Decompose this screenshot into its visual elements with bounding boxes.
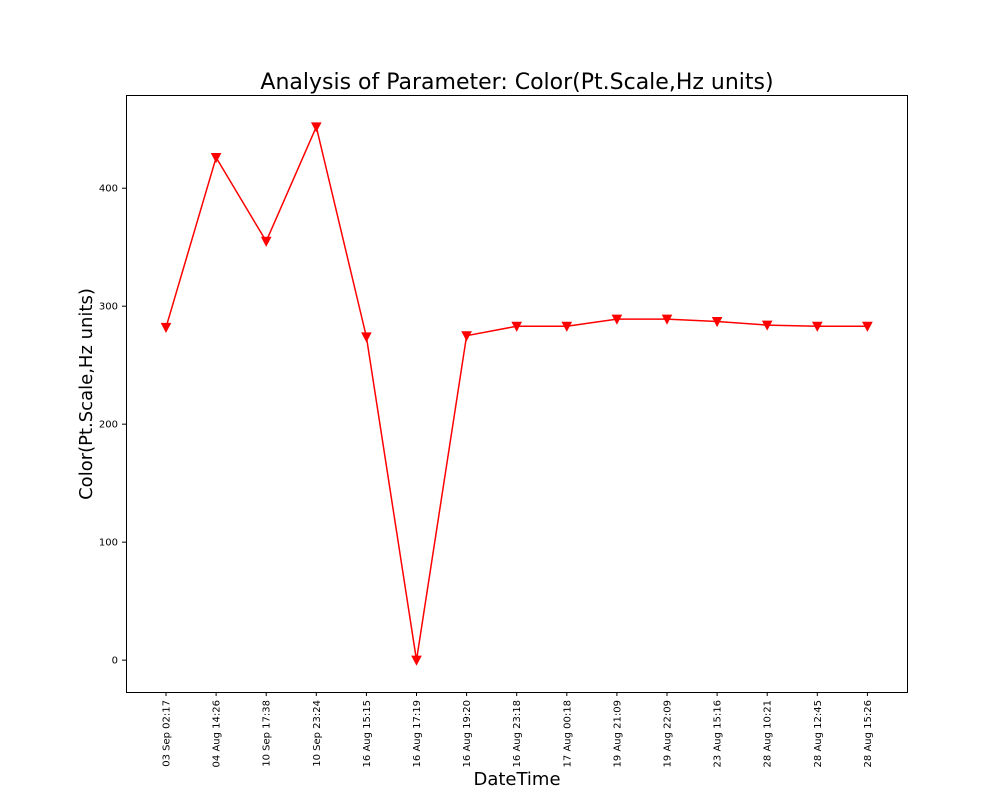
x-tick-label: 16 Aug 23:18: [512, 700, 523, 767]
x-tick-label: 28 Aug 15:26: [863, 700, 874, 767]
data-point-marker: [160, 322, 172, 333]
data-point-marker: [611, 314, 623, 325]
data-point-marker: [310, 122, 322, 133]
data-point-marker: [761, 320, 773, 331]
y-tick-label: 100: [99, 538, 118, 549]
x-tick-label: 28 Aug 12:45: [813, 700, 824, 767]
data-point-marker: [862, 321, 873, 332]
data-point-marker: [711, 317, 723, 328]
x-tick-label: 04 Aug 14:26: [212, 700, 223, 767]
x-tick-label: 16 Aug 19:20: [462, 700, 473, 767]
y-tick-label: 200: [99, 420, 118, 431]
data-point-marker: [411, 655, 422, 666]
x-tick-label: 19 Aug 21:09: [612, 700, 623, 767]
x-tick-label: 10 Sep 17:38: [262, 700, 273, 767]
y-tick-label: 0: [112, 656, 118, 667]
x-tick-label: 03 Sep 02:17: [162, 700, 173, 767]
data-point-marker: [561, 321, 573, 332]
x-tick-label: 28 Aug 10:21: [763, 700, 774, 767]
data-point-marker: [511, 321, 523, 332]
x-tick-label: 10 Sep 23:24: [312, 700, 323, 767]
axes-frame: [126, 95, 908, 693]
x-tick-label: 23 Aug 15:16: [713, 700, 724, 767]
y-tick-label: 300: [99, 302, 118, 313]
chart-title: Analysis of Parameter: Color(Pt.Scale,Hz…: [260, 70, 773, 95]
data-point-marker: [461, 331, 472, 342]
data-point-marker: [811, 321, 823, 332]
data-point-marker: [210, 153, 222, 164]
x-tick-label: 16 Aug 17:19: [412, 700, 423, 767]
data-point-marker: [361, 332, 372, 343]
data-point-marker: [661, 314, 673, 325]
y-tick-label: 400: [99, 184, 118, 195]
x-tick-label: 19 Aug 22:09: [663, 700, 674, 767]
data-point-marker: [260, 236, 272, 247]
x-tick-label: 16 Aug 15:15: [362, 700, 373, 767]
x-axis-label: DateTime: [473, 769, 560, 790]
plot-area: 0 100 200 300 400 03 Sep 02:17 04 Aug 14:26 10 …: [99, 122, 874, 767]
y-axis-label: Color(Pt.Scale,Hz units): [76, 288, 97, 500]
x-tick-label: 17 Aug 00:18: [562, 700, 573, 767]
